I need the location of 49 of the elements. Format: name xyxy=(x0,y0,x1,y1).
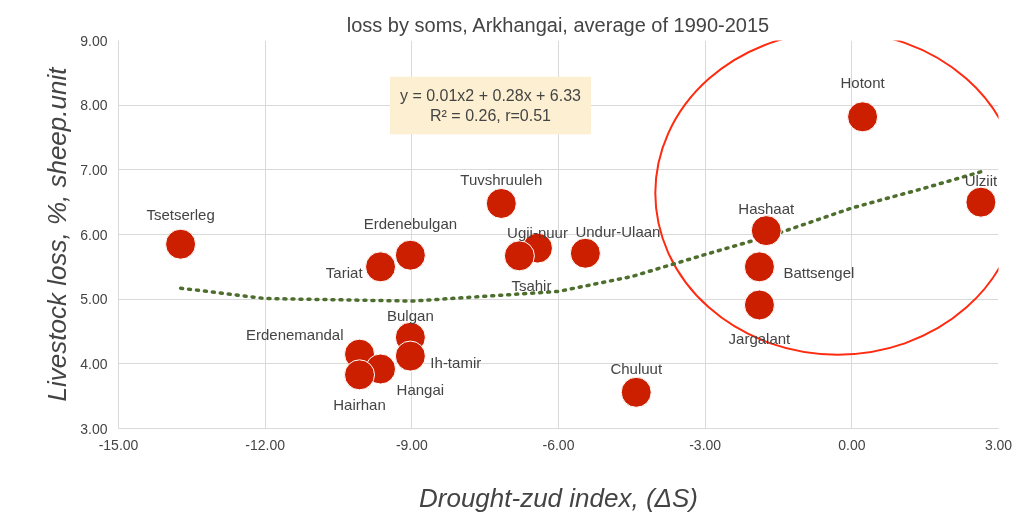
x-tick-label: -9.00 xyxy=(395,436,428,453)
point xyxy=(965,186,997,218)
x-tick-label: 3.00 xyxy=(984,436,1013,453)
point xyxy=(569,237,601,269)
y-tick-label: 3.00 xyxy=(80,420,108,437)
annotation: Ulziit xyxy=(964,171,998,189)
point xyxy=(394,239,426,271)
point xyxy=(394,340,426,372)
annotation: Hashaat xyxy=(738,200,796,218)
x-tick-label: -12.00 xyxy=(245,436,286,453)
annotation: Undur-Ulaan xyxy=(575,222,661,240)
annotation: Tsahir xyxy=(511,277,552,295)
chart-title: loss by soms, Arkhangai, average of 1990-2015 xyxy=(346,13,770,36)
x-tick-label: 0.00 xyxy=(838,436,866,453)
annotation: Tsetserleg xyxy=(146,205,215,223)
annotation: Battsengel xyxy=(783,264,855,282)
y-tick-label: 8.00 xyxy=(80,97,108,114)
annotation: Hairhan xyxy=(333,396,386,414)
y-tick-label: 7.00 xyxy=(80,161,108,178)
point xyxy=(344,359,376,391)
annotation: Ugii-nuur xyxy=(507,223,568,241)
annotation: Erdenebulgan xyxy=(363,214,458,232)
x-axis-title: Drought-zud index, (ΔS) xyxy=(419,482,699,513)
y-tick-label: 9.00 xyxy=(80,32,108,49)
point xyxy=(620,376,652,408)
point xyxy=(743,289,775,321)
annotation: Erdenemandal xyxy=(245,325,344,343)
point xyxy=(743,251,775,283)
x-tick-label: -15.00 xyxy=(98,436,139,453)
point xyxy=(165,228,197,260)
x-tick-label: -6.00 xyxy=(542,436,575,453)
point xyxy=(847,101,879,133)
point xyxy=(750,215,782,247)
y-tick-label: 4.00 xyxy=(80,355,108,372)
annotation: Tuvshruuleh xyxy=(460,170,543,188)
y-tick-label: 5.00 xyxy=(80,291,108,308)
point xyxy=(503,240,535,272)
annotation: Bulgan xyxy=(387,306,434,324)
y-axis-title: Livestock loss, %, sheep.unit xyxy=(42,65,73,402)
annotation: Hotont xyxy=(840,74,886,92)
x-tick-label: -3.00 xyxy=(689,436,722,453)
annotation: Hangai xyxy=(396,380,445,398)
point xyxy=(485,187,517,219)
y-tick-label: 6.00 xyxy=(80,226,108,243)
annotation: Ih-tamir xyxy=(430,353,482,371)
annotation: Tariat xyxy=(325,264,364,282)
point xyxy=(365,251,397,283)
annotation: y = 0.01x2 + 0.28x + 6.33 R² = 0.26, r=0.51 xyxy=(399,86,582,125)
annotation: Chuluut xyxy=(610,359,663,377)
